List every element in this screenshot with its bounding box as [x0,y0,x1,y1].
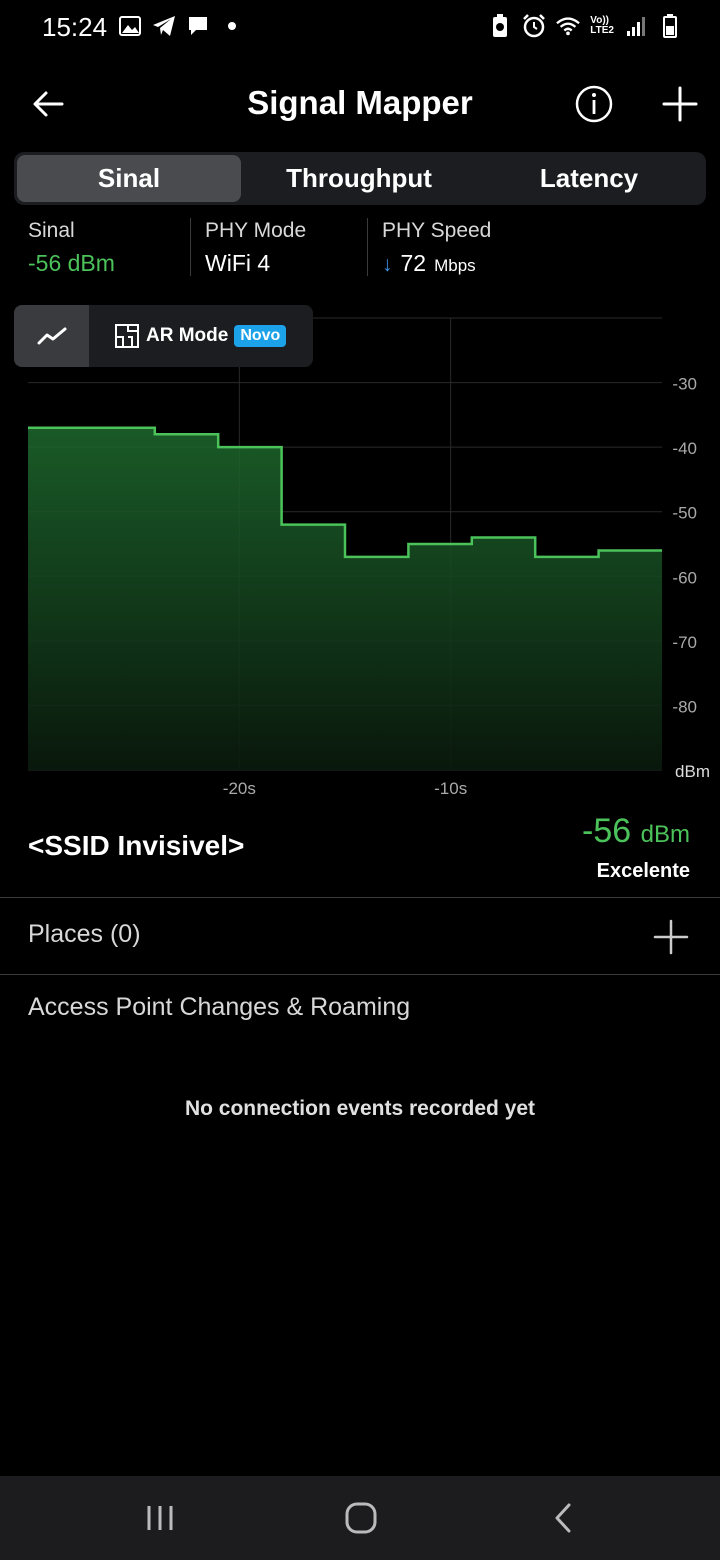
back-button[interactable] [28,84,72,124]
back-arrow-icon [33,91,64,117]
recents-icon [147,1506,173,1530]
signal-area [28,427,662,770]
status-right-icons: Vo)) LTE2 [488,14,682,38]
places-label[interactable]: Places (0) [28,920,141,948]
image-icon [118,14,142,38]
info-icon [575,85,613,123]
signal-reading-value: -56 [582,812,632,850]
ar-mode-label: AR Mode [146,325,229,346]
floorplan-icon [115,324,139,348]
download-arrow-icon: ↓ [382,253,393,276]
ssid-name: <SSID Invisivel> [28,830,245,861]
divider [0,897,720,898]
ar-mode-button[interactable]: AR Mode Novo [114,305,287,367]
empty-state-message: No connection events recorded yet [184,1097,536,1120]
alarm-icon [522,14,546,38]
signal-reading-unit: dBm [640,821,690,848]
battery-saver-icon [488,14,512,38]
wifi-icon [556,14,581,38]
view-mode-toggle: AR Mode Novo [14,305,313,367]
signal-chart: -30 -40 -50 -60 -70 -80 dBm -20s -10s [28,317,710,798]
signal-line [28,426,662,559]
page-title: Signal Mapper [247,84,473,121]
x-tick-label: -10s [434,779,467,798]
tab-bar: Sinal Throughput Latency [14,152,706,205]
y-tick-label: -30 [672,375,697,394]
signal-reading: -56 dBm [582,812,690,851]
home-button[interactable] [339,1498,383,1538]
new-badge: Novo [234,325,287,347]
phy-speed-unit: Mbps [434,256,476,275]
y-tick-label: -80 [672,697,697,716]
telegram-icon [152,14,176,38]
status-time: 15:24 [42,12,108,42]
plus-icon [653,919,689,955]
signal-quality: Excelente [596,860,690,882]
phy-speed-metric: PHY Speed ↓ 72 Mbps [382,219,491,277]
signal-label: Sinal [28,219,75,242]
phy-speed-label: PHY Speed [382,219,492,242]
add-button[interactable] [660,84,700,124]
y-tick-label: -40 [672,439,697,458]
tab-throughput[interactable]: Throughput [286,163,432,193]
info-button[interactable] [574,84,614,124]
x-tick-label: -20s [223,779,256,798]
signal-icon [624,14,648,38]
chart-mode-button[interactable] [14,305,89,367]
y-unit-label: dBm [675,762,710,781]
y-tick-label: -50 [672,504,697,523]
battery-icon [658,14,682,38]
system-back-button[interactable] [541,1498,585,1538]
divider [0,974,720,975]
tab-sinal[interactable]: Sinal [17,155,241,202]
signal-value: -56 dBm [28,250,115,276]
tab-latency[interactable]: Latency [539,163,639,193]
y-tick-label: -70 [672,633,697,652]
back-chevron-icon [555,1503,571,1533]
recent-apps-button[interactable] [138,1498,182,1538]
plus-icon [662,86,698,122]
system-nav-bar [0,1476,720,1560]
phy-mode-value: WiFi 4 [205,250,271,276]
metric-divider [367,218,368,276]
y-tick-label: -60 [672,568,697,587]
home-icon [345,1502,377,1534]
phy-speed-value: 72 [400,250,427,276]
ap-changes-title: Access Point Changes & Roaming [28,993,411,1021]
dot-icon [220,14,244,38]
status-left-icons [118,14,244,38]
phy-mode-metric: PHY Mode WiFi 4 [205,219,306,277]
phy-mode-label: PHY Mode [205,219,307,242]
signal-metric: Sinal -56 dBm [28,219,115,277]
volte-icon: Vo)) LTE2 [590,15,614,36]
line-chart-icon [37,327,66,345]
add-place-button[interactable] [652,918,690,956]
metric-divider [190,218,191,276]
chat-icon [186,14,210,38]
